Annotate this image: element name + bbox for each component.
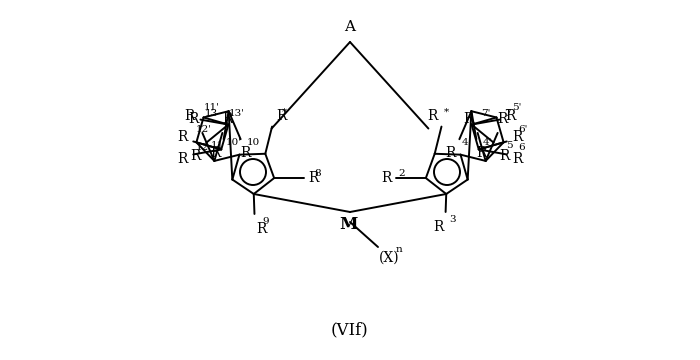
Text: R: R [498,112,508,126]
Text: M: M [339,216,357,233]
Text: R: R [505,109,516,123]
Text: 6: 6 [519,143,526,152]
Text: 2: 2 [398,168,405,177]
Text: R: R [427,109,438,123]
Text: R: R [463,112,474,126]
Text: R: R [382,171,392,185]
Text: R: R [177,130,188,144]
Text: R: R [184,109,195,123]
Text: R: R [445,146,456,160]
Text: R: R [223,112,232,126]
Text: 7': 7' [481,109,490,118]
Text: R: R [256,222,267,236]
Text: R: R [210,146,220,160]
Text: 5': 5' [512,103,521,112]
Text: R: R [512,130,523,144]
Text: 7: 7 [503,109,510,118]
Text: R: R [241,146,251,160]
Text: R: R [276,109,286,123]
Text: 6': 6' [519,125,528,134]
Text: R: R [188,112,198,126]
Text: 4': 4' [482,138,492,147]
Text: 13': 13' [228,109,244,118]
Text: R: R [477,146,486,160]
Text: (VIf): (VIf) [331,321,369,338]
Text: 8: 8 [314,168,321,177]
Text: R: R [308,171,318,185]
Text: 13: 13 [204,109,218,118]
Text: n: n [396,245,402,254]
Text: 3: 3 [449,215,456,224]
Text: A: A [344,20,356,34]
Text: R: R [433,220,444,234]
Text: R: R [190,149,200,163]
Text: 9: 9 [262,217,269,226]
Text: (X): (X) [379,251,400,265]
Text: 11: 11 [211,141,223,150]
Text: 10: 10 [246,138,260,147]
Text: *: * [282,108,287,117]
Text: 11': 11' [204,103,219,112]
Text: 10': 10' [225,138,241,147]
Text: *: * [444,108,449,117]
Text: R: R [500,149,510,163]
Text: R: R [177,152,188,166]
Text: 12': 12' [196,125,212,134]
Text: 5: 5 [505,141,512,150]
Text: R: R [512,152,523,166]
Text: 4: 4 [461,138,468,147]
Text: 12: 12 [196,143,209,152]
